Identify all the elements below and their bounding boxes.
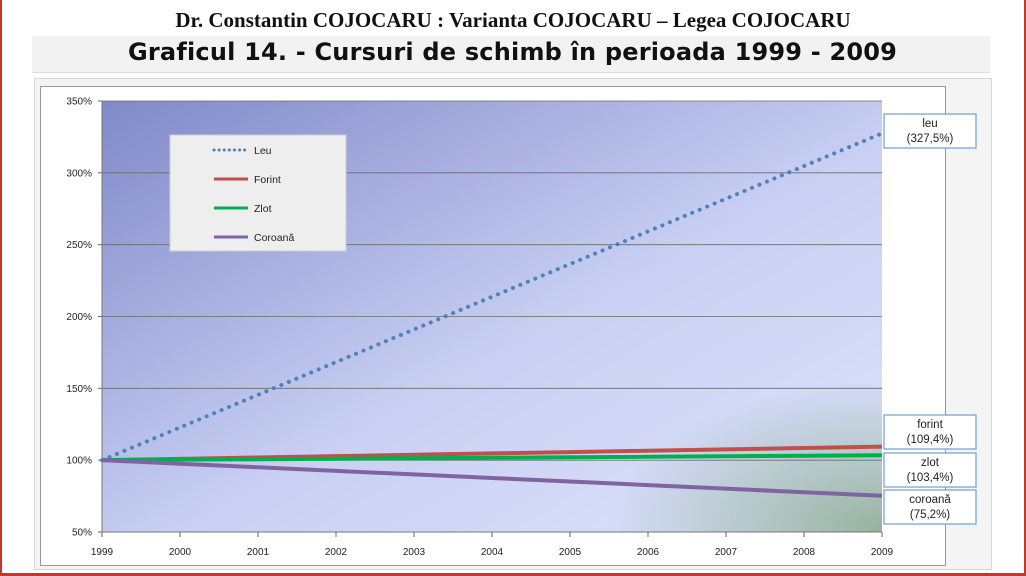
y-tick-label: 300% <box>66 168 92 179</box>
x-tick-label: 2001 <box>247 547 270 558</box>
y-tick-label: 250% <box>66 240 92 251</box>
x-tick-label: 2007 <box>715 547 738 558</box>
x-tick-label: 1999 <box>91 547 114 558</box>
y-tick-label: 100% <box>66 456 92 467</box>
callout-name-zlot: zlot <box>921 457 940 469</box>
callout-value-forint: (109,4%) <box>907 434 954 446</box>
frame-right-border <box>1024 0 1026 576</box>
callout-box-zlot <box>883 452 977 488</box>
callout-box-coroan- <box>883 489 977 525</box>
callout-value-zlot: (103,4%) <box>907 472 954 484</box>
legend-label-leu: Leu <box>254 145 272 157</box>
callout-box-leu <box>883 113 977 149</box>
chart-title: Graficul 14. - Cursuri de schimb în peri… <box>128 38 898 66</box>
callout-name-coroan-: coroană <box>909 494 951 506</box>
title-band <box>32 36 990 73</box>
callout-value-leu: (327,5%) <box>907 133 954 145</box>
legend-label-forint: Forint <box>254 174 281 186</box>
y-tick-label: 200% <box>66 312 92 323</box>
legend-label-coroan-: Coroană <box>254 232 294 244</box>
y-tick-label: 150% <box>66 384 92 395</box>
legend-label-zlot: Zlot <box>254 203 272 215</box>
callout-name-leu: leu <box>922 118 937 130</box>
x-tick-label: 2009 <box>871 547 894 558</box>
y-tick-label: 50% <box>72 528 92 539</box>
y-tick-label: 350% <box>66 97 92 108</box>
frame-bottom-border <box>0 573 1026 576</box>
x-tick-label: 2008 <box>793 547 816 558</box>
callout-value-coroan-: (75,2%) <box>910 509 950 521</box>
x-tick-label: 2004 <box>481 547 504 558</box>
x-tick-label: 2000 <box>169 547 192 558</box>
x-tick-label: 2006 <box>637 547 660 558</box>
callout-box-forint <box>883 414 977 450</box>
x-tick-label: 2003 <box>403 547 426 558</box>
x-tick-label: 2005 <box>559 547 582 558</box>
frame-left-border <box>0 0 2 576</box>
legend <box>169 134 347 252</box>
callout-name-forint: forint <box>917 419 943 431</box>
x-tick-label: 2002 <box>325 547 348 558</box>
author-heading: Dr. Constantin COJOCARU : Varianta COJOC… <box>175 8 851 32</box>
